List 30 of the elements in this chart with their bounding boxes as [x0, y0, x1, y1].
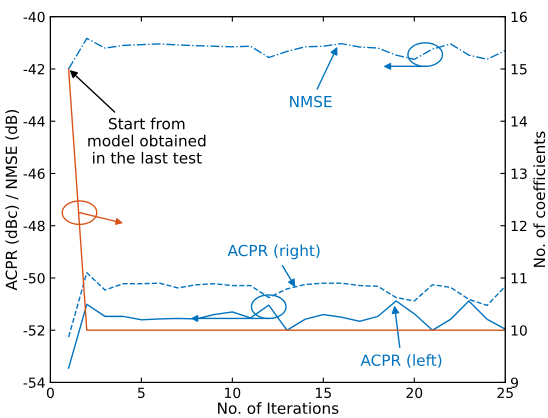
y-tick-label: -52 — [24, 325, 44, 336]
x-tick-label: 5 — [138, 388, 145, 398]
x-tick-label: 15 — [316, 388, 331, 398]
y-tick-label: -42 — [24, 64, 44, 74]
y-tick-label: -48 — [24, 220, 45, 232]
y2-tick-label: 16 — [512, 12, 527, 22]
y-tick-label: -50 — [24, 272, 45, 284]
y-tick-label: -54 — [24, 378, 45, 388]
x-tick-label: 10 — [225, 388, 240, 398]
y2-tick-label: 12 — [512, 220, 526, 231]
annotation: NMSE — [290, 96, 332, 108]
y2-tick-label: 11 — [512, 273, 527, 284]
x-tick-label: 25 — [497, 388, 513, 398]
annotation: Start from model obtained in the last test — [88, 118, 206, 164]
y-axis-title: ACPR (dBc) / NMSE (dB) — [5, 110, 19, 290]
line-series — [68, 38, 506, 70]
x-tick-label: 0 — [46, 388, 54, 398]
y-tick-label: -46 — [24, 168, 45, 179]
x-tick-label: 20 — [406, 388, 422, 398]
y2-tick-label: 15 — [512, 64, 527, 74]
y2-tick-label: 10 — [512, 325, 527, 336]
annotation: ACPR (right) — [228, 244, 320, 260]
y-tick-label: -40 — [24, 12, 45, 22]
x-axis-title: No. of Iterations — [218, 402, 338, 414]
y-tick-label: -44 — [24, 116, 45, 126]
y2-axis-title: No. of coefficients — [533, 132, 546, 267]
y2-tick-label: 14 — [512, 116, 528, 126]
y2-tick-label: 13 — [512, 168, 527, 179]
annotation: ACPR (left) — [360, 354, 442, 368]
y2-tick-label: 9 — [510, 377, 518, 388]
